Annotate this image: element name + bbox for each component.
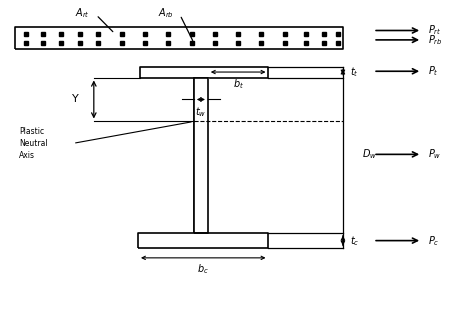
Text: $b_c$: $b_c$ [198,262,209,276]
Text: $t_t$: $t_t$ [350,65,359,79]
Text: $P_t$: $P_t$ [428,64,439,78]
Text: $D_w$: $D_w$ [361,147,376,161]
Text: $P_w$: $P_w$ [428,147,441,161]
Text: Y: Y [72,94,78,105]
Text: $t_c$: $t_c$ [350,234,359,248]
Text: $A_{rb}$: $A_{rb}$ [158,6,174,20]
Polygon shape [194,77,208,233]
Text: $t_w$: $t_w$ [195,105,206,119]
Text: $A_{rt}$: $A_{rt}$ [75,6,90,20]
Text: $P_{rt}$: $P_{rt}$ [428,24,441,37]
Text: Plastic
Neutral
Axis: Plastic Neutral Axis [19,127,48,160]
Text: $b_t$: $b_t$ [233,78,244,91]
Text: $P_{rb}$: $P_{rb}$ [428,33,442,47]
Text: $P_c$: $P_c$ [428,234,439,248]
